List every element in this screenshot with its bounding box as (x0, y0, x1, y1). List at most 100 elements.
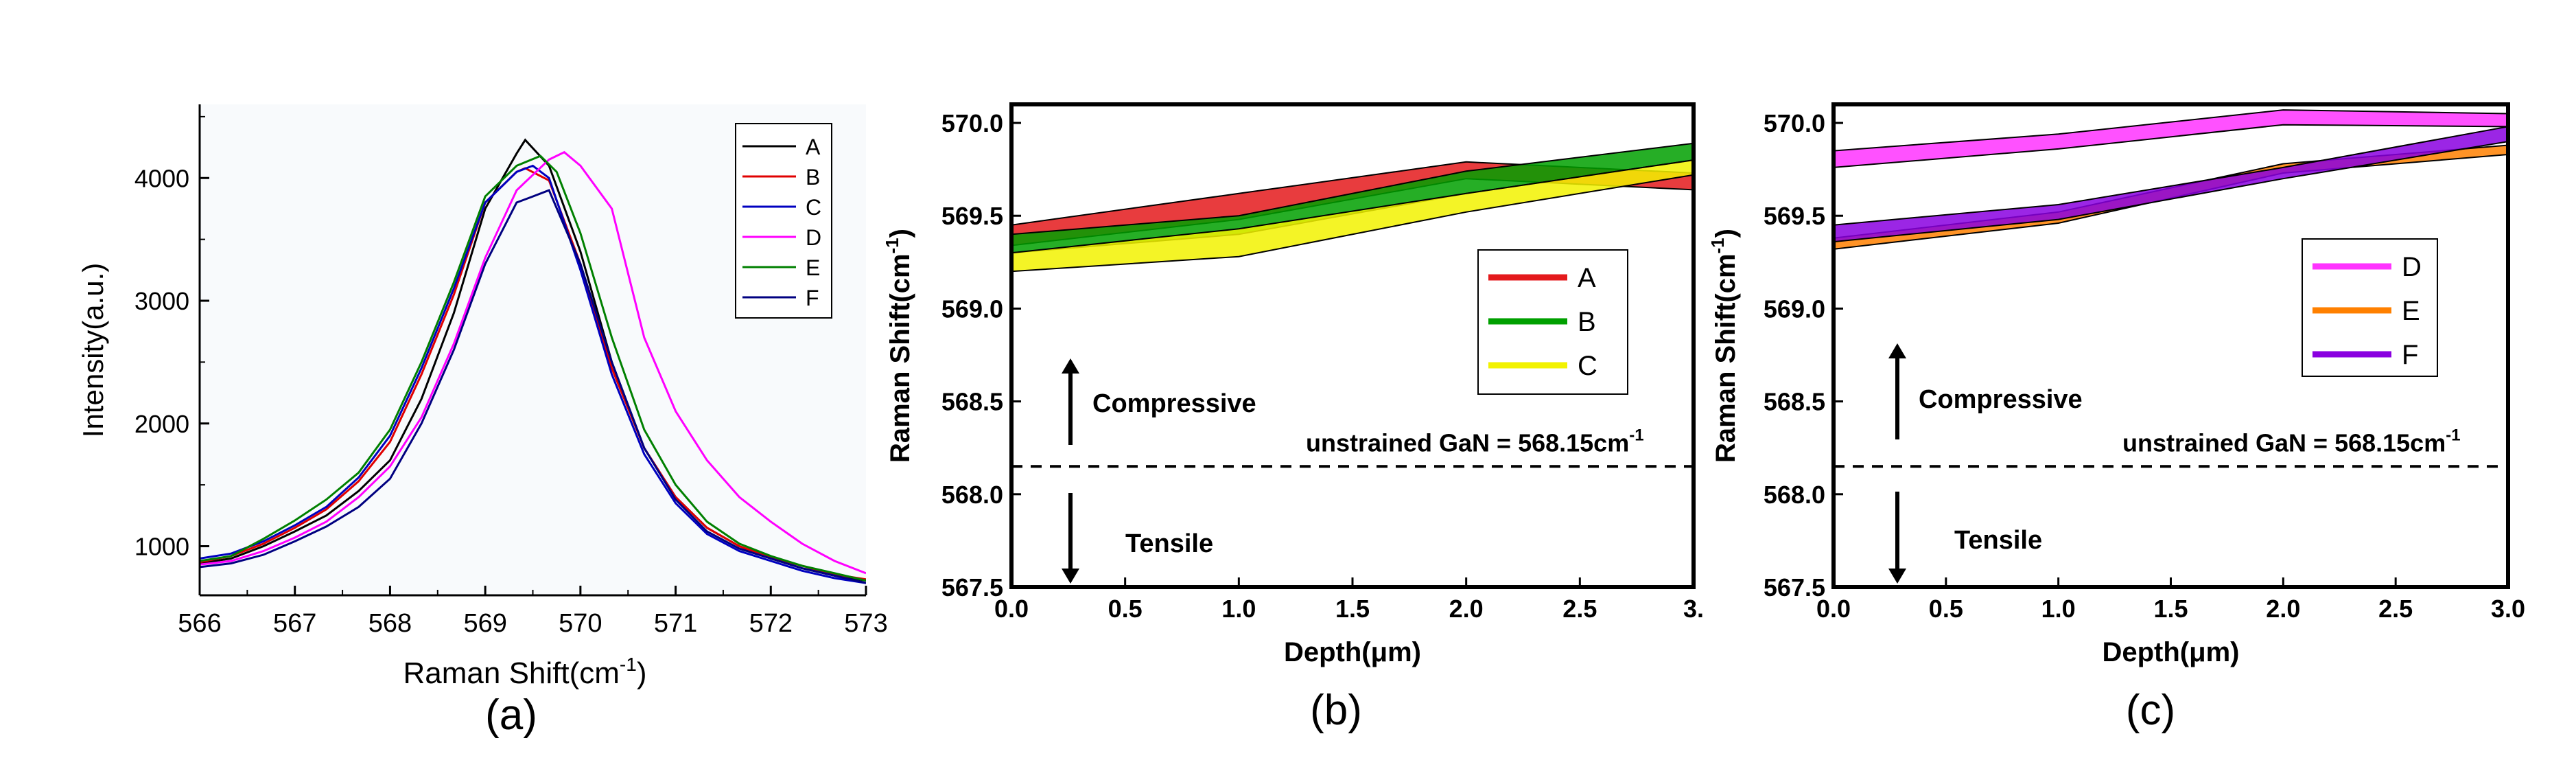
y-axis-title-a: Intensity(a.u.) (77, 263, 109, 437)
x-axis-title-close-b: m) (1387, 637, 1421, 667)
y-tick-label-b: 567.5 (941, 573, 1003, 601)
y-axis-title-close-b: ) (885, 229, 915, 238)
x-axis-title-c: Depth(μm) (2102, 637, 2239, 667)
y-tick-label-b: 569.5 (941, 202, 1003, 230)
legend-label-c: C (1578, 351, 1597, 381)
compressive-arrow-head-b (1062, 358, 1079, 374)
legend-box-a (735, 123, 832, 319)
x-axis-title-text-c: Depth( (2102, 637, 2189, 667)
y-tick-label-a: 1000 (134, 533, 189, 561)
x-tick-label-a: 567 (273, 609, 316, 638)
band-d (1834, 109, 2508, 168)
x-tick-label-b: 3. (1683, 595, 1704, 623)
y-axis-title-text-b: Raman Shift(cm (885, 253, 915, 463)
x-tick-label-a: 571 (654, 609, 697, 638)
y-axis-title-b: Raman Shift(cm-1) (882, 229, 915, 463)
legend-label-e: E (806, 255, 820, 280)
y-tick-label-a: 4000 (134, 164, 189, 192)
caption-a: (a) (485, 691, 537, 739)
legend-c: DEF (2302, 238, 2438, 377)
x-tick-label-c: 2.5 (2378, 595, 2413, 623)
y-tick-label-c: 567.5 (1764, 573, 1825, 601)
x-axis-title-b: Depth(μm) (1284, 637, 1421, 667)
reference-label-text-b: unstrained GaN = 568.15cm (1306, 428, 1629, 457)
x-tick-label-a: 568 (368, 609, 412, 638)
x-tick-label-b: 1.5 (1335, 595, 1370, 623)
legend-label-d: D (2402, 252, 2422, 282)
legend-label-a: A (806, 135, 821, 159)
y-tick-label-b: 568.5 (941, 388, 1003, 416)
band-c (1011, 159, 1694, 273)
bands-group-c (1834, 109, 2508, 250)
caption-c: (c) (2126, 687, 2175, 734)
legend-label-f: F (806, 286, 819, 310)
reference-label-text-c: unstrained GaN = 568.15cm (2122, 428, 2446, 457)
x-tick-label-a: 566 (178, 609, 221, 638)
x-tick-label-a: 573 (844, 609, 887, 638)
y-axis-title-close-c: ) (1711, 229, 1741, 238)
reference-label-c: unstrained GaN = 568.15cm-1 (2122, 426, 2461, 457)
compressive-label-b: Compressive (1092, 389, 1256, 418)
x-tick-label-c: 3.0 (2491, 595, 2525, 623)
y-tick-label-a: 2000 (134, 410, 189, 438)
x-tick-label-c: 1.0 (2041, 595, 2076, 623)
x-tick-label-b: 0.5 (1108, 595, 1143, 623)
x-tick-label-b: 1.0 (1221, 595, 1256, 623)
series-group-a (200, 138, 866, 584)
y-axis-title-text-c: Raman Shift(cm (1711, 253, 1741, 463)
x-axis-title-close-a: ) (637, 656, 647, 690)
legend-b: ABC (1477, 249, 1628, 395)
legend-label-c: C (806, 195, 821, 220)
x-axis-title-sup-a: -1 (620, 654, 637, 675)
legend-label-b: B (1578, 307, 1596, 337)
reference-label-b: unstrained GaN = 568.15cm-1 (1306, 426, 1644, 457)
bands-group-b (1011, 142, 1694, 273)
y-tick-label-a: 3000 (134, 287, 189, 315)
reference-label-sup-b: -1 (1629, 426, 1643, 444)
x-axis-title-a: Raman Shift(cm-1) (403, 654, 647, 690)
x-axis-title-text-b: Depth( (1284, 637, 1371, 667)
x-tick-label-b: 2.5 (1562, 595, 1597, 623)
reference-label-sup-c: -1 (2446, 426, 2460, 444)
panel-a: 566 567 568 569 570 571 572 573 1000 2000 3000 4000… (77, 104, 888, 739)
y-tick-label-b: 569.0 (941, 295, 1003, 323)
tensile-arrow-head-b (1062, 569, 1079, 584)
series-line-c (200, 164, 866, 584)
tensile-arrow-head-c (1888, 569, 1906, 584)
x-tick-label-b: 0.0 (994, 595, 1029, 623)
legend-label-d: D (806, 225, 821, 250)
caption-b: (b) (1310, 687, 1362, 734)
series-line-e (200, 154, 866, 582)
y-tick-label-b: 568.0 (941, 481, 1003, 509)
x-tick-label-a: 569 (463, 609, 506, 638)
y-tick-label-c: 569.5 (1764, 202, 1825, 230)
legend-label-f: F (2402, 340, 2418, 370)
panel-c: 0.0 0.5 1.0 1.5 2.0 2.5 3.0 567.5 568.0 568.5 569.… (1707, 102, 2525, 734)
x-tick-label-c: 1.5 (2153, 595, 2188, 623)
x-axis-title-close-c: m) (2206, 637, 2240, 667)
x-tick-label-b: 2.0 (1449, 595, 1484, 623)
y-axis-title-sup-c: -1 (1707, 238, 1728, 253)
y-axis-title-sup-b: -1 (882, 238, 902, 253)
x-axis-title-mu-c: μ (2189, 637, 2205, 667)
y-tick-label-c: 568.5 (1764, 388, 1825, 416)
tensile-label-c: Tensile (1954, 526, 2042, 555)
band-f (1834, 126, 2508, 243)
legend-label-a: A (1578, 263, 1596, 293)
panel-b: 0.0 0.5 1.0 1.5 2.0 2.5 3. 567.5 568.0 568.5 569.0… (882, 102, 1704, 734)
x-axis-title-mu-b: μ (1371, 637, 1387, 667)
compressive-arrow-head-c (1888, 343, 1906, 358)
x-tick-label-a: 572 (749, 609, 793, 638)
x-tick-label-a: 570 (559, 609, 602, 638)
series-line-f (200, 189, 866, 584)
y-tick-label-b: 570.0 (941, 109, 1003, 137)
x-tick-label-c: 0.0 (1816, 595, 1851, 623)
x-tick-label-c: 0.5 (1929, 595, 1963, 623)
tensile-label-b: Tensile (1125, 529, 1213, 558)
y-axis-title-c: Raman Shift(cm-1) (1707, 229, 1741, 463)
x-axis-title-text-a: Raman Shift(cm (403, 656, 620, 690)
series-line-d (200, 150, 866, 575)
